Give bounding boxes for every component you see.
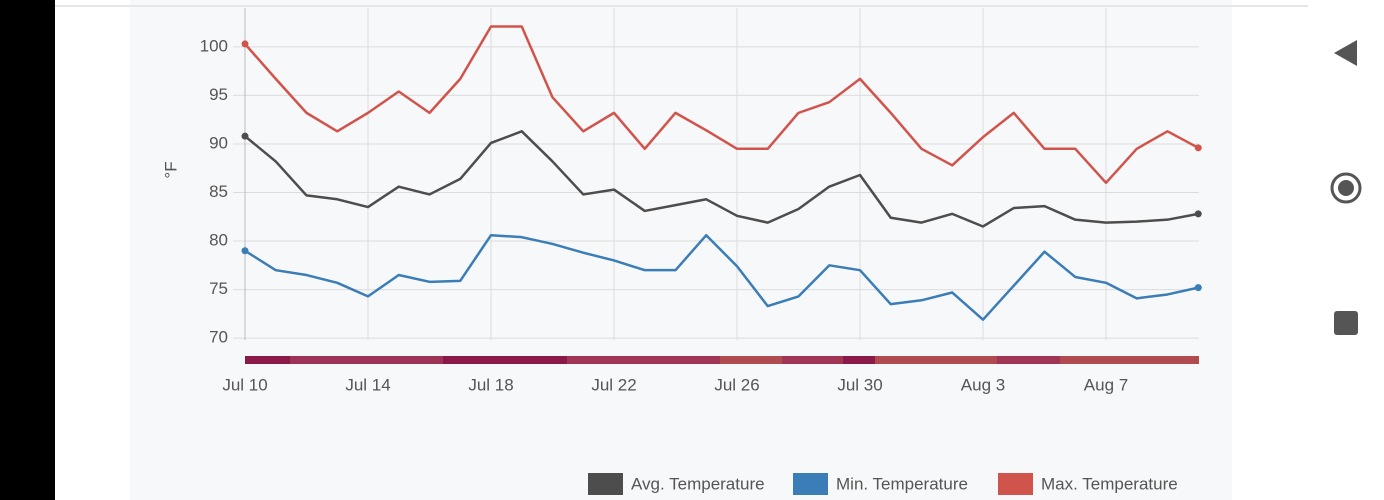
home-button[interactable] — [1330, 172, 1362, 204]
home-button-dot — [1338, 180, 1354, 196]
endpoint-dot — [1194, 210, 1202, 218]
legend-label: Avg. Temperature — [631, 474, 765, 493]
heat-strip — [245, 356, 1199, 364]
back-button[interactable] — [1334, 40, 1357, 66]
y-tick-label: 100 — [200, 36, 228, 55]
recents-button[interactable] — [1334, 311, 1358, 335]
endpoint-dot — [1194, 144, 1202, 152]
chart-panel — [130, 0, 1232, 500]
y-axis-label: °F — [161, 161, 180, 178]
series-line — [244, 233, 1199, 321]
endpoint-dot — [241, 247, 249, 255]
legend-swatch — [793, 473, 828, 495]
y-tick-label: 80 — [209, 231, 228, 250]
endpoint-dot — [241, 40, 249, 48]
y-tick-label: 85 — [209, 182, 228, 201]
legend-label: Max. Temperature — [1041, 474, 1178, 493]
legend-label: Min. Temperature — [836, 474, 968, 493]
x-tick-label: Jul 14 — [345, 375, 390, 394]
series-line — [244, 130, 1199, 228]
endpoint-dot — [241, 132, 249, 140]
x-tick-label: Jul 18 — [468, 375, 513, 394]
y-tick-label: 70 — [209, 328, 228, 347]
series-line — [244, 25, 1199, 185]
x-tick-label: Jul 26 — [714, 375, 759, 394]
x-tick-label: Aug 7 — [1084, 375, 1128, 394]
legend-swatch — [588, 473, 623, 495]
x-tick-label: Aug 3 — [961, 375, 1005, 394]
y-tick-label: 95 — [209, 85, 228, 104]
legend-swatch — [998, 473, 1033, 495]
y-tick-label: 75 — [209, 279, 228, 298]
x-tick-label: Jul 30 — [837, 375, 882, 394]
x-tick-label: Jul 22 — [591, 375, 636, 394]
y-tick-label: 90 — [209, 133, 228, 152]
endpoint-dot — [1194, 284, 1202, 292]
x-tick-label: Jul 10 — [222, 375, 267, 394]
left-edge — [0, 0, 55, 500]
